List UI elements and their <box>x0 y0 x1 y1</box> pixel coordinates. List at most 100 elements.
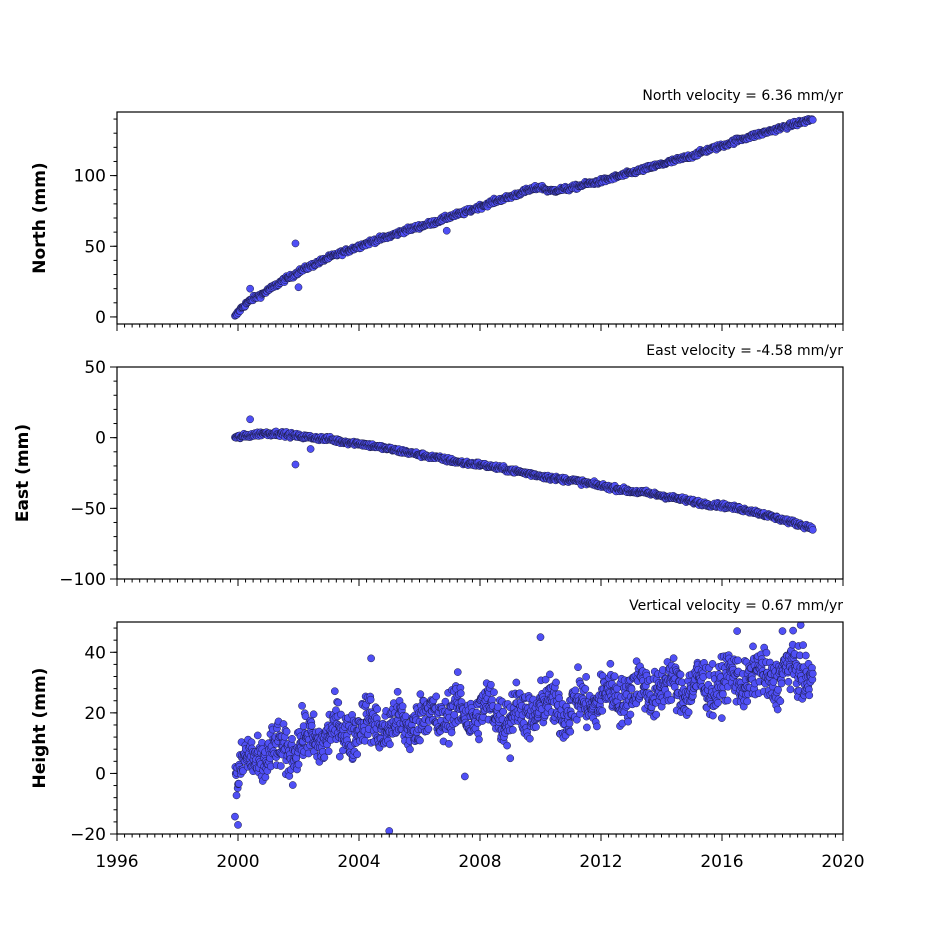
height-point <box>294 760 303 769</box>
height-point <box>717 714 726 722</box>
height-point <box>652 710 661 719</box>
height-point <box>401 712 410 721</box>
height-point <box>627 685 636 693</box>
height-point <box>565 719 574 728</box>
height-point <box>432 692 441 701</box>
height-point <box>719 690 727 699</box>
north-y-tick-label: 100 <box>74 167 106 187</box>
height-point <box>445 739 453 748</box>
height-x-tick-label: 2008 <box>458 852 501 872</box>
east-points <box>231 415 817 534</box>
height-point <box>456 689 465 698</box>
height-point <box>805 691 814 700</box>
height-point <box>450 710 459 719</box>
height-point <box>684 708 693 717</box>
height-point <box>307 721 316 730</box>
height-outlier-point <box>733 627 741 635</box>
east-plot-area: −100 −50 0 50 <box>59 358 844 590</box>
height-point <box>298 701 306 710</box>
east-axes-frame <box>116 366 844 580</box>
north-velocity-title: North velocity = 6.36 mm/yr <box>642 88 843 104</box>
height-point <box>541 675 550 684</box>
height-outlier-point <box>536 633 545 641</box>
height-outlier-point <box>796 622 805 629</box>
height-point <box>288 734 296 743</box>
height-point <box>475 735 483 744</box>
east-y-tick-label: −100 <box>59 570 106 590</box>
height-point <box>624 717 632 726</box>
height-point <box>708 660 717 668</box>
height-x-tick-label: 2004 <box>337 852 380 872</box>
height-point <box>330 687 339 696</box>
height-outlier-point <box>234 821 242 829</box>
height-axes-frame <box>116 621 844 835</box>
height-point <box>487 680 495 689</box>
vertical-velocity-title: Vertical velocity = 0.67 mm/yr <box>629 598 843 614</box>
height-point <box>574 663 582 672</box>
height-point <box>406 745 414 754</box>
north-outlier-point <box>294 283 303 292</box>
height-y-tick-label: 20 <box>84 704 106 724</box>
height-point <box>512 678 521 687</box>
height-point <box>777 679 786 688</box>
height-x-tick-label: 2000 <box>216 852 259 872</box>
height-y-tick-label: 0 <box>95 764 106 784</box>
height-point <box>386 740 394 749</box>
height-point <box>335 752 344 761</box>
north-plot-area: 0 50 100 <box>74 111 844 331</box>
height-outlier-point <box>461 772 469 781</box>
height-point <box>334 698 343 707</box>
east-panel: East velocity = -4.58 mm/yr East (mm) −1… <box>13 343 844 590</box>
height-point <box>801 651 810 660</box>
height-point <box>789 626 797 635</box>
height-panel: Vertical velocity = 0.67 mm/yr Height (m… <box>30 598 865 872</box>
east-y-tick-label: −50 <box>70 499 106 519</box>
height-point <box>493 703 502 711</box>
height-point <box>453 668 462 676</box>
height-point <box>714 698 722 707</box>
height-point <box>398 702 407 711</box>
height-point <box>762 648 771 657</box>
height-point <box>583 723 591 732</box>
east-outlier-point <box>291 460 300 469</box>
height-x-tick-label: 1996 <box>95 852 138 872</box>
height-point <box>232 791 241 800</box>
height-outlier-point <box>367 654 375 663</box>
height-point <box>282 727 291 736</box>
height-outlier-point <box>506 754 515 763</box>
height-point <box>261 773 270 782</box>
height-point <box>490 688 498 697</box>
height-point <box>743 697 752 706</box>
height-point <box>786 685 795 694</box>
height-point <box>555 694 563 703</box>
height-point <box>488 696 496 704</box>
east-y-tick-label: 0 <box>95 429 106 449</box>
height-point <box>509 726 517 734</box>
height-point <box>499 707 508 716</box>
height-point <box>593 722 601 731</box>
north-points <box>231 115 817 320</box>
height-point <box>424 725 433 733</box>
height-point <box>552 678 560 687</box>
height-point <box>709 711 717 720</box>
north-outlier-point <box>291 239 300 248</box>
height-point <box>353 750 362 759</box>
height-point <box>667 696 676 704</box>
height-plot-area: 1996 2000 2004 2008 2012 2016 2020 −20 0 20 40 <box>70 621 865 872</box>
height-point <box>231 812 239 821</box>
height-point <box>546 670 554 679</box>
height-point <box>626 710 635 719</box>
height-point <box>799 641 807 649</box>
height-point <box>566 727 575 736</box>
height-point <box>598 706 607 715</box>
height-point <box>373 705 382 714</box>
height-point <box>447 728 456 737</box>
height-point <box>610 672 619 681</box>
height-point <box>320 753 329 762</box>
height-point <box>301 712 310 721</box>
height-point <box>532 723 540 731</box>
height-point <box>784 677 793 686</box>
height-point <box>309 710 318 719</box>
east-point <box>808 526 817 534</box>
